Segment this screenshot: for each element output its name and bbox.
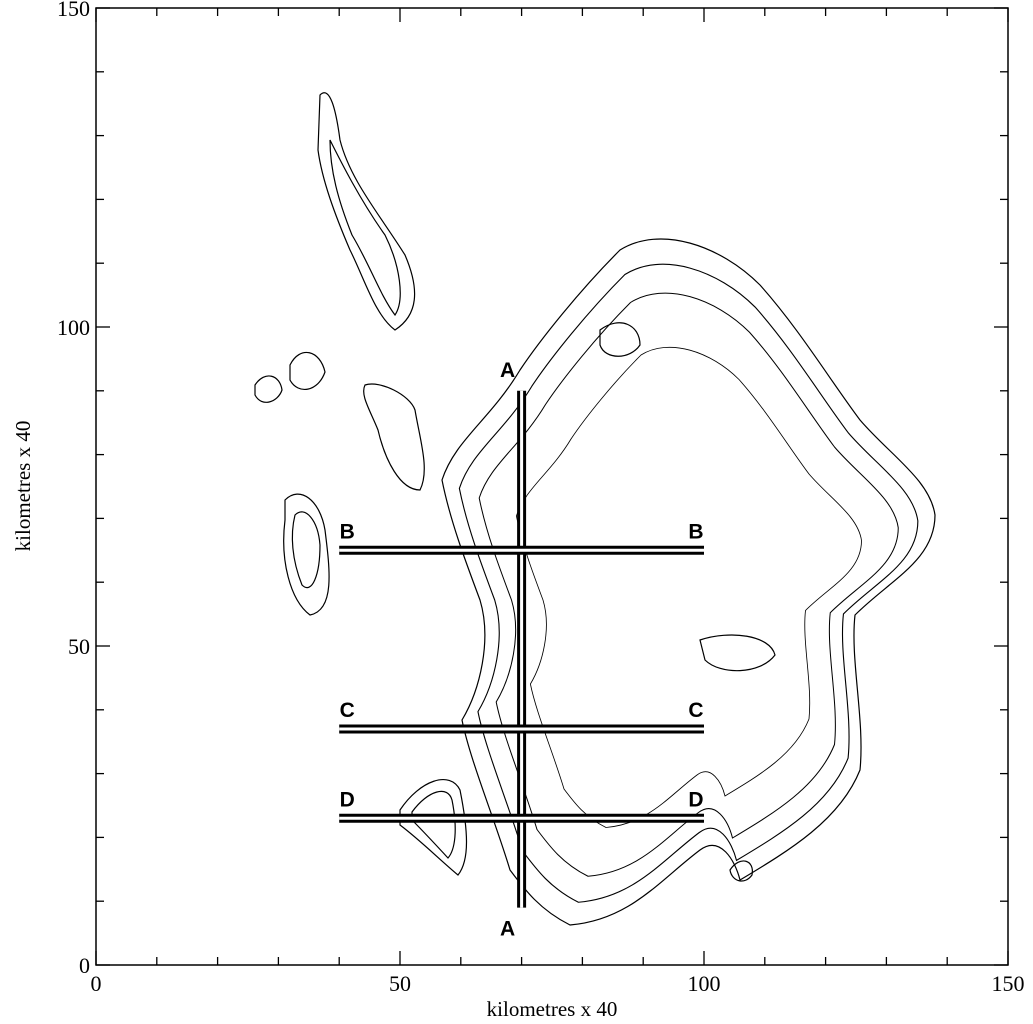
contour <box>283 493 330 616</box>
x-tick-label: 50 <box>389 971 411 996</box>
x-tick-label: 150 <box>992 971 1025 996</box>
contour <box>329 139 401 317</box>
plot-frame <box>95 7 1009 966</box>
transect-label: C <box>688 699 703 722</box>
contour <box>254 375 283 403</box>
x-tick-label: 0 <box>91 971 102 996</box>
contour <box>699 634 776 672</box>
transect-label: D <box>340 788 355 811</box>
transect-label: B <box>340 520 355 543</box>
y-tick-label: 50 <box>68 634 90 659</box>
contour <box>729 860 753 882</box>
x-tick-label: 100 <box>688 971 721 996</box>
contour <box>411 790 456 859</box>
y-tick-label: 150 <box>57 0 90 21</box>
contour <box>291 511 321 589</box>
y-tick-label: 100 <box>57 315 90 340</box>
contour <box>363 383 425 491</box>
contour <box>441 238 936 926</box>
contours <box>254 92 936 926</box>
contour <box>317 92 416 331</box>
y-tick-label: 0 <box>79 953 90 978</box>
contour <box>458 263 919 903</box>
transect-label: A <box>500 359 515 382</box>
contour <box>599 322 641 357</box>
x-axis-label: kilometres x 40 <box>487 997 618 1021</box>
contour <box>478 292 899 877</box>
transect-label: A <box>500 918 515 941</box>
transect-label: B <box>688 520 703 543</box>
contour <box>515 346 862 828</box>
transect-layer <box>339 390 704 908</box>
transect-label: C <box>340 699 355 722</box>
contour <box>399 779 468 876</box>
y-axis-label: kilometres x 40 <box>11 421 35 552</box>
contour <box>289 351 326 390</box>
transect-label: D <box>688 788 703 811</box>
